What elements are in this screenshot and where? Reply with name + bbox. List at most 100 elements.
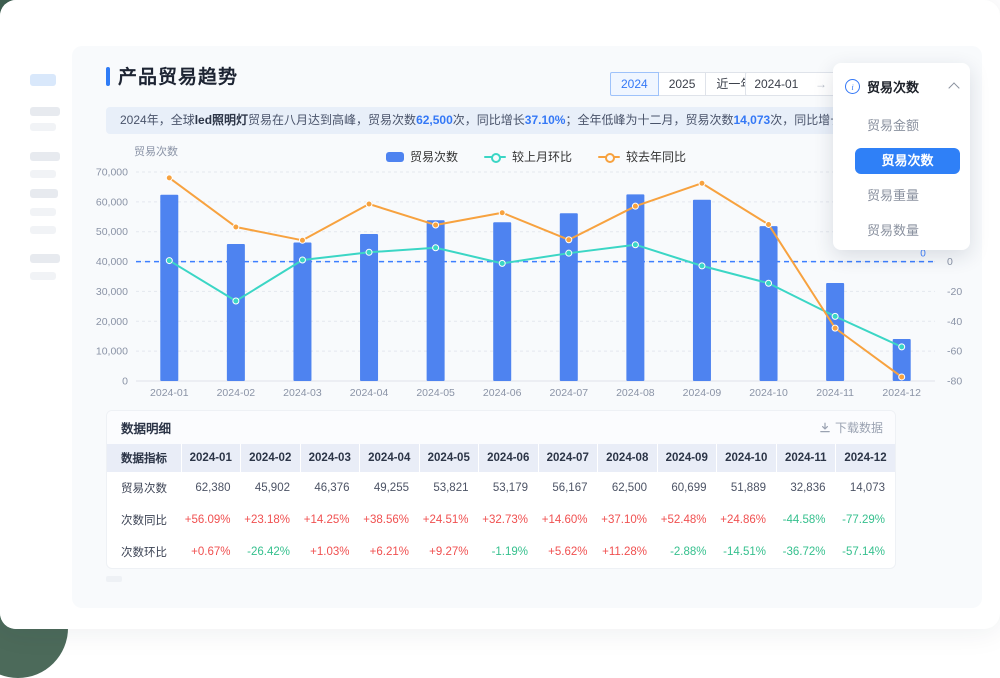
sidebar-skeleton-item bbox=[30, 254, 60, 263]
x-tick: 2024-04 bbox=[350, 387, 389, 399]
table-cell: +37.10% bbox=[598, 504, 658, 536]
marker-较去年同比 bbox=[299, 237, 305, 243]
summary-highlight-value: 62,500 bbox=[416, 113, 453, 127]
period-tab-2025[interactable]: 2025 bbox=[658, 72, 707, 96]
footer-skeleton-item bbox=[106, 576, 122, 582]
summary-text: 次，同比增长 bbox=[770, 113, 842, 127]
y-left-tick: 60,000 bbox=[96, 196, 128, 208]
table-cell: +24.51% bbox=[419, 504, 479, 536]
table-cell: 32,836 bbox=[776, 472, 836, 504]
legend-line-swatch-icon bbox=[484, 152, 506, 162]
table-header-metric: 数据指标 bbox=[107, 444, 181, 472]
table-cell: +52.48% bbox=[657, 504, 717, 536]
legend-line-swatch-icon bbox=[598, 152, 620, 162]
dropdown-option-贸易金额[interactable]: 贸易金额 bbox=[867, 113, 956, 139]
marker-较上月环比 bbox=[499, 260, 505, 266]
table-cell: 45,902 bbox=[241, 472, 301, 504]
legend-label: 贸易次数 bbox=[410, 148, 458, 165]
summary-highlight-value: 37.10% bbox=[525, 113, 566, 127]
table-cell: 62,380 bbox=[181, 472, 241, 504]
period-tab-2024[interactable]: 2024 bbox=[610, 72, 659, 96]
table-cell: 53,179 bbox=[479, 472, 539, 504]
marker-较去年同比 bbox=[632, 203, 638, 209]
table-row-次数同比: 次数同比+56.09%+23.18%+14.25%+38.56%+24.51%+… bbox=[107, 504, 895, 536]
legend-item-较去年同比[interactable]: 较去年同比 bbox=[598, 148, 686, 165]
row-label: 次数同比 bbox=[107, 504, 181, 536]
sidebar-skeleton-item bbox=[30, 189, 58, 198]
x-tick: 2024-12 bbox=[882, 387, 921, 399]
download-icon bbox=[819, 422, 831, 434]
table-header-month: 2024-03 bbox=[300, 444, 360, 472]
marker-较上月环比 bbox=[233, 298, 239, 304]
sidebar bbox=[0, 0, 72, 629]
bar-2024-09 bbox=[693, 200, 711, 381]
y-left-tick: 30,000 bbox=[96, 286, 128, 298]
dropdown-option-贸易重量[interactable]: 贸易重量 bbox=[867, 183, 956, 209]
table-cell: +24.86% bbox=[717, 504, 777, 536]
metric-dropdown-label: 贸易次数 bbox=[867, 77, 943, 96]
x-tick: 2024-06 bbox=[483, 387, 522, 399]
table-header-month: 2024-04 bbox=[360, 444, 420, 472]
table-cell: +14.25% bbox=[300, 504, 360, 536]
marker-较去年同比 bbox=[233, 224, 239, 230]
dropdown-option-贸易数量[interactable]: 贸易数量 bbox=[867, 218, 956, 244]
marker-较去年同比 bbox=[699, 180, 705, 186]
metric-dropdown-header[interactable]: i 贸易次数 bbox=[833, 63, 970, 104]
marker-较去年同比 bbox=[499, 210, 505, 216]
dropdown-option-贸易次数[interactable]: 贸易次数 bbox=[855, 148, 960, 174]
summary-text: 次，同比增长 bbox=[453, 113, 525, 127]
sidebar-skeleton-item bbox=[30, 152, 60, 161]
x-tick: 2024-08 bbox=[616, 387, 655, 399]
marker-较去年同比 bbox=[766, 221, 772, 227]
legend-item-较上月环比[interactable]: 较上月环比 bbox=[484, 148, 572, 165]
summary-highlight-value: 14,073 bbox=[734, 113, 771, 127]
x-tick: 2024-07 bbox=[550, 387, 589, 399]
table-cell: -36.72% bbox=[776, 536, 836, 568]
table-cell: 56,167 bbox=[538, 472, 598, 504]
x-tick: 2024-02 bbox=[217, 387, 256, 399]
table-cell: -44.58% bbox=[776, 504, 836, 536]
table-cell: 60,699 bbox=[657, 472, 717, 504]
row-label: 贸易次数 bbox=[107, 472, 181, 504]
table-header-month: 2024-08 bbox=[598, 444, 658, 472]
y-left-tick: 70,000 bbox=[96, 167, 128, 179]
bar-2024-10 bbox=[760, 226, 778, 381]
marker-较上月环比 bbox=[566, 250, 572, 256]
table-cell: +9.27% bbox=[419, 536, 479, 568]
table-cell: 14,073 bbox=[836, 472, 896, 504]
sidebar-skeleton-item bbox=[30, 272, 56, 280]
x-tick: 2024-09 bbox=[683, 387, 722, 399]
marker-较上月环比 bbox=[433, 245, 439, 251]
table-cell: +1.03% bbox=[300, 536, 360, 568]
table-cell: -77.29% bbox=[836, 504, 896, 536]
table-title: 数据明细 bbox=[121, 418, 171, 437]
legend-item-贸易次数[interactable]: 贸易次数 bbox=[386, 148, 458, 165]
table-cell: 49,255 bbox=[360, 472, 420, 504]
table-header-month: 2024-07 bbox=[538, 444, 598, 472]
table-cell: 46,376 bbox=[300, 472, 360, 504]
title-accent-bar bbox=[106, 67, 110, 86]
table-header-month: 2024-09 bbox=[657, 444, 717, 472]
download-data-button[interactable]: 下载数据 bbox=[819, 419, 883, 436]
marker-较上月环比 bbox=[832, 313, 838, 319]
marker-较去年同比 bbox=[166, 175, 172, 181]
y-right-tick: -40 bbox=[947, 316, 962, 328]
x-tick: 2024-03 bbox=[283, 387, 322, 399]
sidebar-skeleton-item bbox=[30, 123, 56, 131]
sidebar-skeleton-item-active bbox=[30, 74, 56, 86]
y-right-tick: -20 bbox=[947, 286, 962, 298]
summary-text: 贸易在八月达到高峰，贸易次数 bbox=[248, 113, 416, 127]
legend-bar-swatch-icon bbox=[386, 152, 404, 162]
table-cell: +0.67% bbox=[181, 536, 241, 568]
table-cell: -2.88% bbox=[657, 536, 717, 568]
row-label: 次数环比 bbox=[107, 536, 181, 568]
table-cell: +38.56% bbox=[360, 504, 420, 536]
y-right-tick: 0 bbox=[947, 256, 953, 268]
marker-较去年同比 bbox=[899, 374, 905, 380]
summary-text: 2024年，全球 bbox=[120, 113, 195, 127]
marker-较去年同比 bbox=[832, 325, 838, 331]
